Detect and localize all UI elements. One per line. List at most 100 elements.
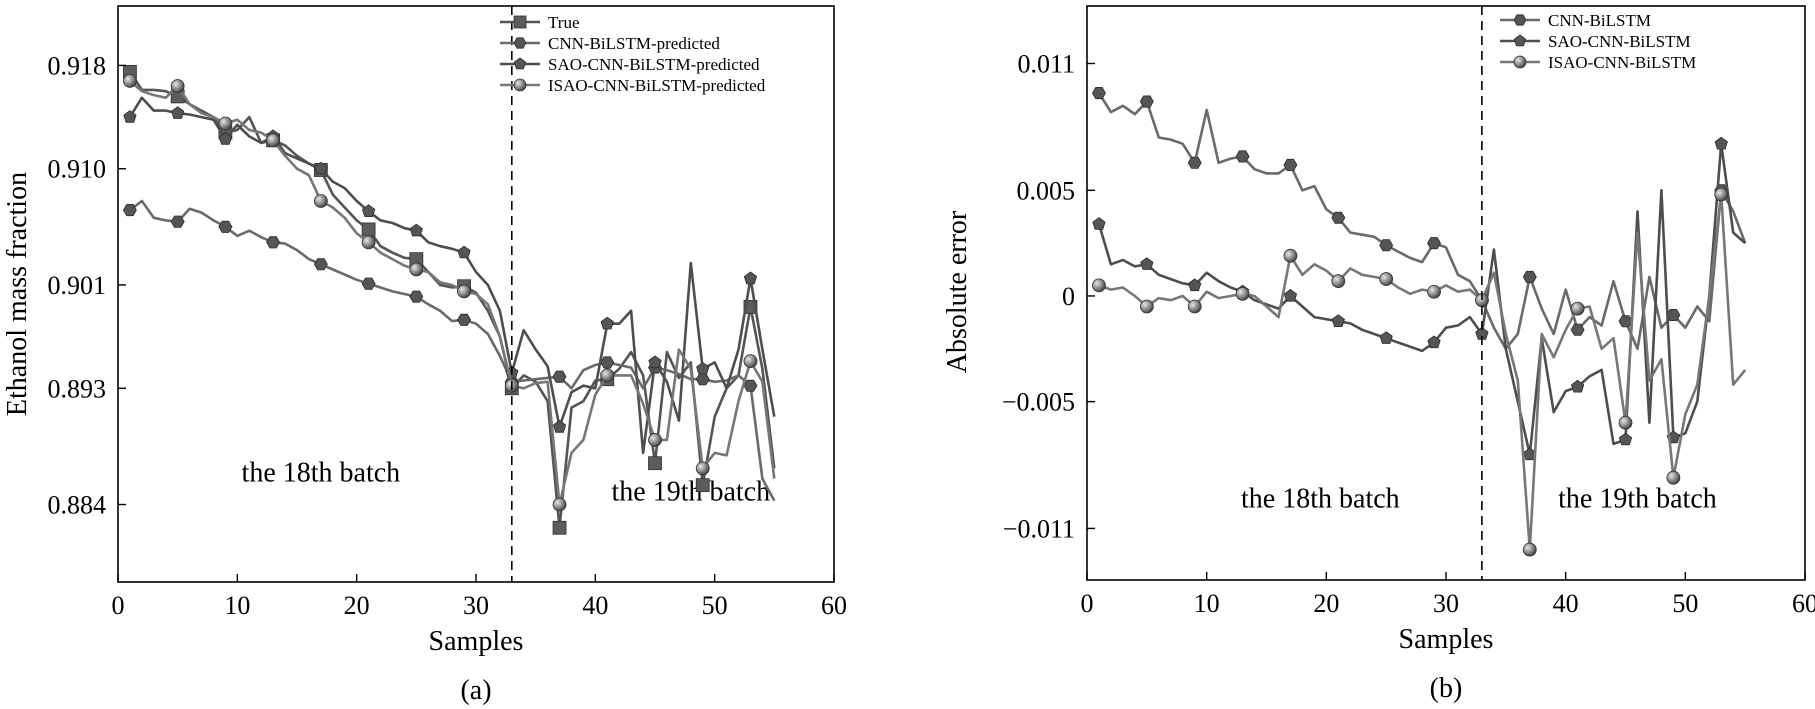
- data-point: [409, 223, 423, 237]
- data-point: [696, 361, 710, 375]
- y-tick-label: 0.011: [1017, 49, 1075, 78]
- data-point: [600, 316, 614, 330]
- series-sao-cnn-bilstm: [1092, 136, 1747, 461]
- data-point: [1139, 95, 1154, 108]
- data-point: [695, 478, 710, 493]
- data-point: [457, 245, 471, 259]
- data-point: [1283, 289, 1298, 302]
- data-point: [1235, 286, 1250, 301]
- series-line: [1098, 193, 1747, 551]
- batch-annotation: the 18th batch: [1241, 483, 1400, 514]
- data-point: [123, 110, 137, 123]
- data-point: [1187, 299, 1202, 314]
- data-point: [457, 284, 471, 299]
- series-line: [129, 199, 776, 502]
- x-tick-label: 60: [821, 591, 847, 620]
- data-point: [1427, 284, 1441, 299]
- data-point: [123, 74, 137, 88]
- batch-annotation: the 18th batch: [242, 457, 401, 488]
- data-point: [1331, 211, 1346, 224]
- data-point: [218, 116, 233, 131]
- series-line: [129, 79, 776, 506]
- data-point: [1188, 278, 1202, 292]
- x-axis-title: Samples: [1399, 624, 1494, 655]
- x-axis-title: Samples: [429, 626, 524, 657]
- data-point: [743, 354, 758, 369]
- series-cnn-bilstm-predicted: [122, 199, 776, 502]
- data-point: [361, 222, 376, 237]
- data-point: [695, 373, 710, 386]
- data-point: [457, 313, 472, 326]
- y-axis-title: Ethanol mass fraction: [2, 172, 33, 416]
- data-point: [1714, 187, 1729, 202]
- data-point: [1379, 331, 1393, 344]
- y-tick-label: −0.011: [1003, 514, 1075, 543]
- y-tick-label: 0.893: [48, 374, 107, 403]
- data-point: [552, 420, 567, 433]
- data-point: [1092, 278, 1106, 293]
- annotation-group: the 18th batch the 19th batch: [1241, 483, 1717, 514]
- y-tick-label: 0: [1062, 282, 1075, 311]
- data-point: [1092, 87, 1106, 100]
- data-point: [313, 258, 328, 271]
- data-point: [218, 132, 233, 145]
- axis-group: 0 10 20 30 40 50 60 −0.011 −0.005 0 0.005 0.011: [1002, 49, 1815, 618]
- legend-label: ISAO-CNN-BiLSTM-predicted: [548, 76, 766, 95]
- y-tick-label: 0.901: [48, 271, 107, 300]
- legend-label: CNN-BiLSTM-predicted: [548, 34, 720, 53]
- x-tick-label: 10: [1194, 589, 1220, 618]
- data-series-group: [122, 64, 776, 535]
- data-point: [1283, 248, 1298, 263]
- data-point: [1379, 272, 1394, 286]
- x-tick-label: 0: [1081, 589, 1094, 618]
- legend-label: True: [548, 13, 580, 32]
- x-tick-label: 40: [582, 591, 608, 620]
- batch-annotation: the 19th batch: [1558, 483, 1717, 514]
- panel-caption: (b): [1430, 673, 1463, 704]
- data-point: [1522, 270, 1537, 284]
- series-line: [1097, 92, 1747, 351]
- data-point: [1618, 432, 1633, 446]
- series-cnn-bilstm: [1092, 87, 1747, 351]
- panel-b-absolute-error: the 18th batch the 19th batch 0 10 20 30 40 50…: [942, 5, 1815, 704]
- x-tick-label: 0: [112, 591, 125, 620]
- data-point: [1139, 299, 1154, 314]
- y-tick-label: −0.005: [1002, 388, 1075, 417]
- data-point: [1331, 314, 1345, 328]
- data-point: [218, 220, 233, 233]
- legend-marker: [513, 78, 527, 92]
- data-point: [1570, 301, 1585, 316]
- x-tick-label: 50: [1672, 589, 1698, 618]
- data-point: [1618, 415, 1633, 430]
- batch-annotation: the 19th batch: [611, 477, 770, 508]
- x-tick-label: 30: [1433, 589, 1459, 618]
- y-tick-label: 0.005: [1017, 176, 1076, 205]
- data-point: [122, 203, 137, 217]
- data-point: [1427, 237, 1441, 250]
- data-point: [695, 461, 710, 476]
- legend: CNN-BiLSTM SAO-CNN-BiLSTM ISAO-CNN-BiLSTM: [1500, 11, 1696, 72]
- legend-marker: [513, 57, 527, 70]
- x-tick-label: 30: [463, 591, 489, 620]
- panel-caption: (a): [460, 675, 491, 706]
- data-point: [1427, 335, 1441, 349]
- legend-marker: [513, 15, 527, 29]
- data-point: [1714, 136, 1728, 150]
- data-point: [170, 215, 185, 228]
- data-point: [361, 204, 376, 218]
- x-tick-label: 20: [1313, 589, 1339, 618]
- data-point: [1187, 156, 1202, 169]
- data-series-group: [1092, 87, 1747, 557]
- data-point: [1235, 150, 1250, 163]
- data-point: [171, 106, 185, 119]
- data-point: [1331, 274, 1346, 289]
- data-point: [648, 456, 662, 471]
- x-tick-label: 40: [1553, 589, 1579, 618]
- legend-marker: [1513, 14, 1527, 26]
- data-point: [600, 356, 615, 369]
- legend-marker: [1513, 55, 1527, 69]
- axis-group: 0 10 20 30 40 50 60 0.884 0.893 0.901 0.910 0.918: [48, 51, 848, 620]
- y-tick-label: 0.884: [48, 491, 107, 520]
- data-point: [1379, 239, 1394, 252]
